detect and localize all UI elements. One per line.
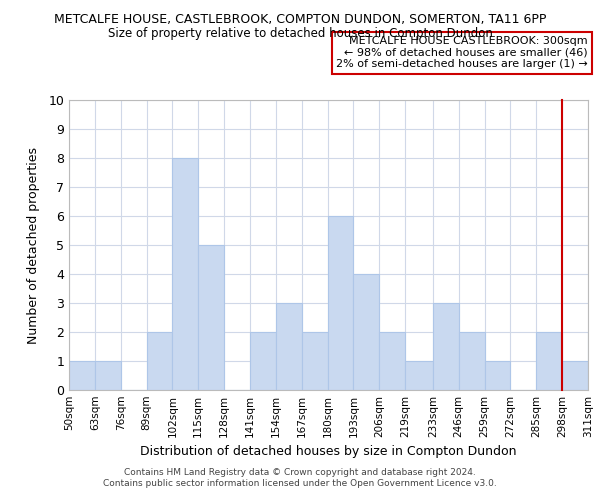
Bar [353, 274, 379, 390]
Bar [328, 216, 353, 390]
Bar [536, 332, 562, 390]
Text: Size of property relative to detached houses in Compton Dundon: Size of property relative to detached ho… [107, 28, 493, 40]
Bar [379, 332, 405, 390]
Bar [485, 361, 511, 390]
Bar [69, 361, 95, 390]
Bar [146, 332, 172, 390]
Y-axis label: Number of detached properties: Number of detached properties [27, 146, 40, 344]
X-axis label: Distribution of detached houses by size in Compton Dundon: Distribution of detached houses by size … [140, 446, 517, 458]
Bar [250, 332, 276, 390]
Text: METCALFE HOUSE CASTLEBROOK: 300sqm
← 98% of detached houses are smaller (46)
2% : METCALFE HOUSE CASTLEBROOK: 300sqm ← 98%… [336, 36, 588, 70]
Text: Contains HM Land Registry data © Crown copyright and database right 2024.
Contai: Contains HM Land Registry data © Crown c… [103, 468, 497, 487]
Bar [95, 361, 121, 390]
Bar [405, 361, 433, 390]
Bar [588, 332, 600, 390]
Bar [433, 303, 459, 390]
Bar [562, 361, 588, 390]
Bar [276, 303, 302, 390]
Bar [302, 332, 328, 390]
Bar [198, 245, 224, 390]
Text: METCALFE HOUSE, CASTLEBROOK, COMPTON DUNDON, SOMERTON, TA11 6PP: METCALFE HOUSE, CASTLEBROOK, COMPTON DUN… [54, 12, 546, 26]
Bar [172, 158, 198, 390]
Bar [459, 332, 485, 390]
